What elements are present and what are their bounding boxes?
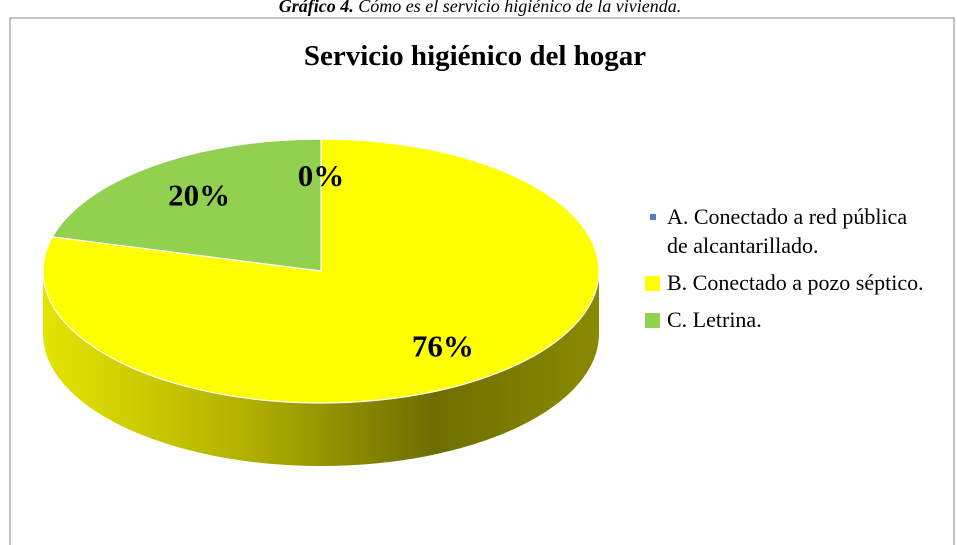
legend-swatch <box>645 276 660 291</box>
legend-item: C. Letrina. <box>645 305 930 334</box>
slice <box>51 138 322 272</box>
legend-item: B. Conectado a pozo séptico. <box>645 268 930 297</box>
legend-label: B. Conectado a pozo séptico. <box>667 270 924 295</box>
legend-label: A. Conectado a red pública de alcantaril… <box>667 204 908 258</box>
data-label: 0% <box>298 158 345 193</box>
legend: A. Conectado a red pública de alcantaril… <box>645 202 930 342</box>
caption: Gráfico 4. Cómo es el servicio higiénico… <box>279 0 681 16</box>
legend-swatch <box>645 313 660 328</box>
data-label: 20% <box>168 178 230 213</box>
data-label: 76% <box>412 328 474 363</box>
legend-swatch <box>650 214 656 220</box>
slice-side <box>43 271 599 466</box>
chart-title: Servicio higiénico del hogar <box>304 40 646 72</box>
legend-item: A. Conectado a red pública de alcantaril… <box>645 202 930 260</box>
caption-text: Cómo es el servicio higiénico de la vivi… <box>358 0 681 16</box>
caption-label: Gráfico 4. <box>279 0 354 16</box>
legend-label: C. Letrina. <box>667 307 762 332</box>
